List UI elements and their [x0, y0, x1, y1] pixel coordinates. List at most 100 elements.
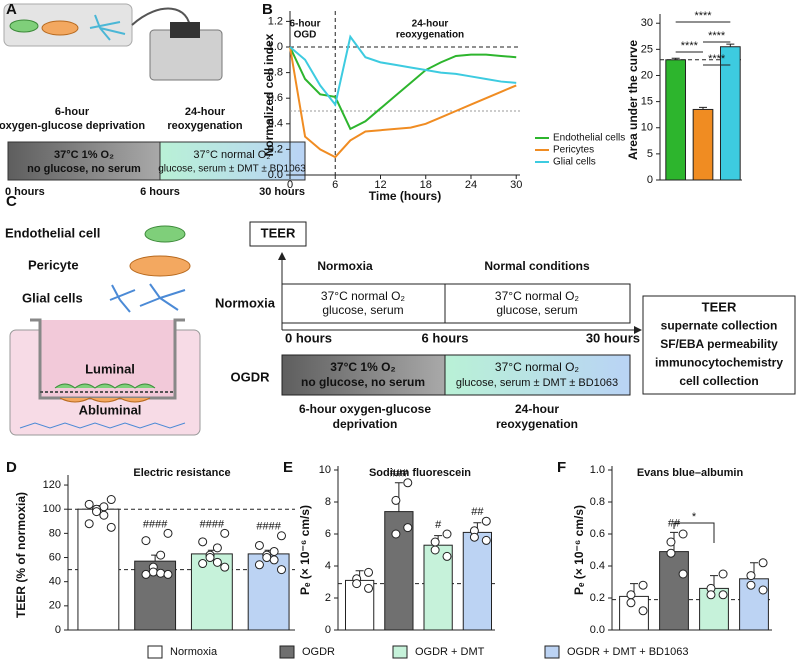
legend-label: Glial cells [553, 157, 596, 168]
panel-label: B [262, 1, 273, 18]
data-point [746, 580, 756, 590]
legend-swatch [279, 645, 295, 659]
y-tick-label: 2 [325, 592, 331, 604]
data-point [220, 528, 230, 538]
y-tick-label: 0 [325, 624, 331, 636]
teer-label: TEER [261, 225, 296, 240]
data-point [666, 537, 676, 547]
bar [247, 553, 290, 631]
annotation: OGD [294, 30, 317, 41]
y-tick-label: 5 [647, 148, 653, 160]
data-point [106, 495, 116, 505]
data-point [442, 529, 452, 539]
y-axis-label: Area under the curve [626, 40, 640, 160]
y-tick-label: 0.2 [268, 143, 283, 155]
legend-label: OGDR + DMT [415, 646, 485, 658]
significance-label: ### [390, 468, 409, 480]
endothelial-icon [144, 225, 186, 243]
data-point [403, 523, 413, 533]
data-point [205, 553, 215, 563]
error-bar [699, 106, 707, 110]
data-point [198, 537, 208, 547]
time-label: 6 hours [422, 330, 469, 345]
significance-label: ## [471, 506, 484, 518]
teer-box [249, 221, 307, 247]
data-point [678, 529, 688, 539]
outcome-label: supernate collection [661, 319, 778, 333]
outcomes-box [642, 295, 796, 395]
y-tick-label: 0.6 [590, 528, 605, 540]
y-tick-label: 80 [49, 527, 61, 539]
condition-label: Normal conditions [484, 259, 590, 273]
data-point [220, 562, 230, 572]
data-point [638, 606, 648, 616]
y-tick-label: 4 [325, 560, 331, 572]
box-text: 37°C normal O₂ [321, 289, 405, 303]
y-tick-label: 0.8 [590, 496, 605, 508]
series-line [289, 46, 517, 159]
data-point [718, 569, 728, 579]
time-label: 0 hours [285, 330, 332, 345]
ogd-box [7, 141, 161, 181]
error-bar [726, 43, 735, 47]
data-point [141, 536, 151, 546]
data-point [442, 551, 452, 561]
data-point [106, 522, 116, 532]
data-point [638, 580, 648, 590]
box-text: 37°C 1% O₂ [330, 360, 396, 374]
x-tick-label: 0 [287, 179, 293, 191]
y-tick-label: 20 [49, 600, 61, 612]
y-tick-label: 0.0 [268, 169, 283, 181]
y-tick-label: 0 [55, 624, 61, 636]
box-text: no glucose, no serum [301, 375, 425, 389]
y-tick-label: 8 [325, 496, 331, 508]
pericyte-icon [129, 255, 191, 277]
data-point [254, 560, 264, 570]
cell-label: Endothelial cell [5, 225, 100, 240]
data-point [212, 543, 222, 553]
legend-label: OGDR + DMT + BD1063 [567, 646, 688, 658]
data-point [364, 567, 374, 577]
data-point [156, 568, 166, 578]
data-point [678, 569, 688, 579]
y-tick-label: 0 [647, 174, 653, 186]
data-point [212, 557, 222, 567]
data-point [430, 545, 440, 555]
data-point [481, 516, 491, 526]
y-tick-label: 25 [641, 43, 653, 55]
cell-label: Glial cells [22, 290, 83, 305]
data-point [156, 550, 166, 560]
error-bar [671, 57, 680, 60]
y-tick-label: 40 [49, 576, 61, 588]
panel-label: A [6, 1, 17, 18]
y-axis-label: Pₑ (× 10⁻⁶ cm/s) [298, 505, 312, 595]
panel-label: D [6, 459, 17, 476]
y-tick-label: 1.0 [590, 464, 605, 476]
data-point [198, 559, 208, 569]
legend-label: OGDR [302, 646, 335, 658]
outcome-label: cell collection [679, 374, 758, 388]
data-point [758, 585, 768, 595]
comparison-label: **** [708, 30, 726, 42]
box-text: no glucose, no serum [27, 163, 141, 175]
data-point [276, 531, 286, 541]
comparison-label: **** [694, 10, 712, 22]
bar [659, 551, 689, 631]
data-point [481, 535, 491, 545]
data-point [626, 598, 636, 608]
chart-title: Sodium fluorescein [369, 467, 471, 479]
y-tick-label: 15 [641, 96, 653, 108]
x-tick-label: 18 [420, 179, 432, 191]
legend-label: Pericytes [553, 145, 594, 156]
compartment-label: Abluminal [79, 402, 142, 417]
y-tick-label: 60 [49, 551, 61, 563]
data-point [92, 507, 102, 517]
data-point [758, 558, 768, 568]
data-point [746, 571, 756, 581]
panel-label: C [6, 193, 17, 210]
legend-label: Endothelial cells [553, 133, 625, 144]
phase-label: oxygen-glucose deprivation [0, 120, 145, 132]
data-point [352, 579, 362, 589]
x-tick-label: 12 [374, 179, 386, 191]
